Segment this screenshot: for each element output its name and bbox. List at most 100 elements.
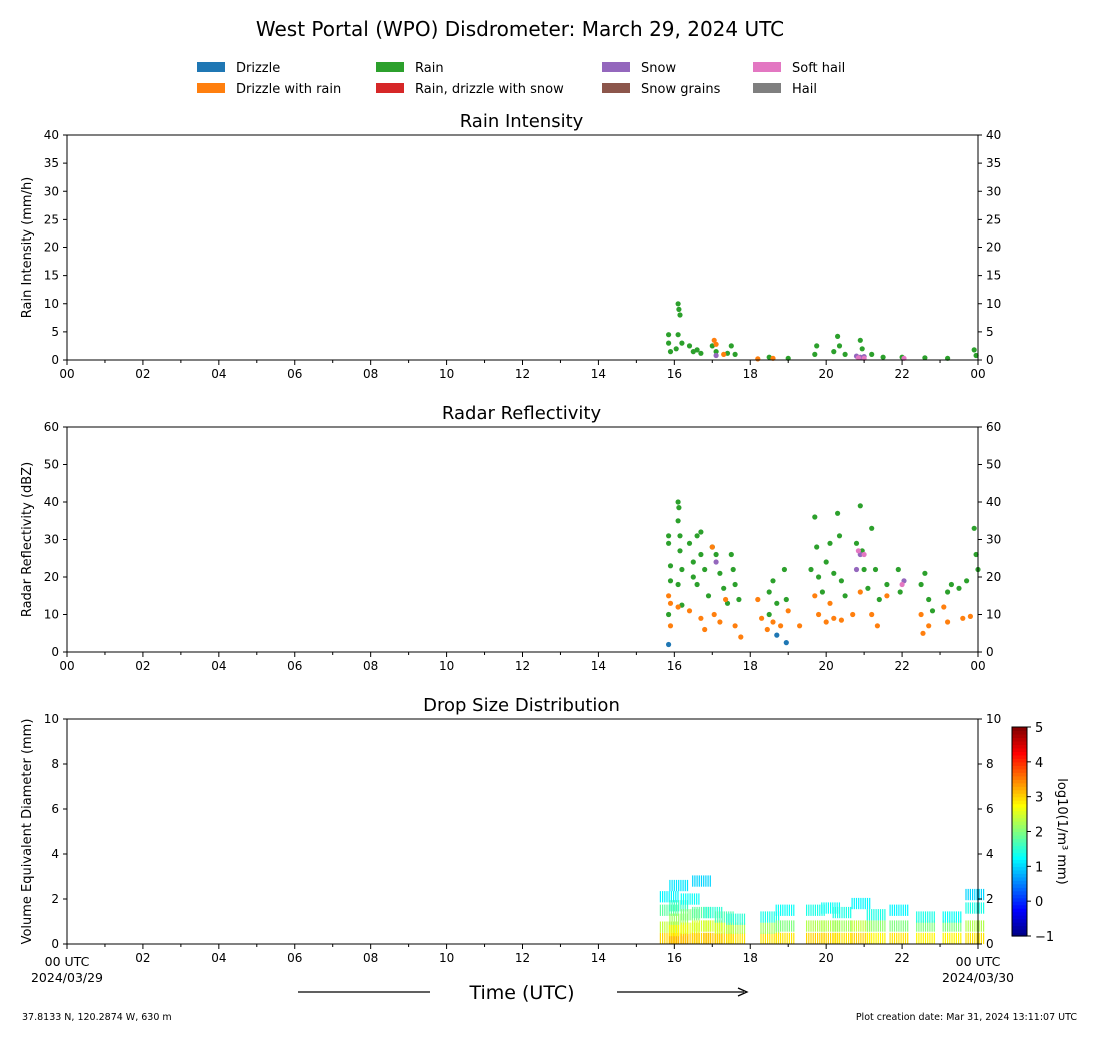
colorbar-segment xyxy=(1012,793,1027,798)
heatmap-cell xyxy=(958,911,960,923)
heatmap-cell xyxy=(875,932,877,945)
heatmap-cell xyxy=(931,932,933,945)
heatmap-cell xyxy=(762,911,764,923)
heatmap-cell xyxy=(775,920,777,932)
y-tick-label-right: 30 xyxy=(986,533,1001,547)
data-point-rain xyxy=(770,578,776,584)
data-point-rain xyxy=(823,559,829,565)
heatmap-cell xyxy=(855,897,858,910)
heatmap-cell xyxy=(896,920,898,932)
heatmap-cell xyxy=(685,909,687,921)
heatmap-cell xyxy=(920,920,922,932)
heatmap-cell xyxy=(976,932,978,945)
data-point-snow xyxy=(713,559,719,565)
heatmap-cell xyxy=(974,888,976,901)
heatmap-cell xyxy=(780,904,782,916)
heatmap-cell xyxy=(834,906,836,919)
heatmap-cell xyxy=(719,932,721,945)
heatmap-cell xyxy=(983,920,985,932)
data-point-rain xyxy=(819,589,826,595)
x-tick-label: 14 xyxy=(591,367,606,381)
heatmap-cell xyxy=(947,920,949,932)
heatmap-cell xyxy=(882,920,884,932)
heatmap-cell xyxy=(696,875,698,887)
heatmap-cell xyxy=(893,920,896,932)
heatmap-cell xyxy=(814,932,816,945)
y-tick-label-right: 50 xyxy=(986,458,1001,472)
data-point-rain xyxy=(666,340,672,346)
data-point-drizzle-with-rain xyxy=(827,600,833,606)
heatmap-cell xyxy=(851,932,853,945)
heatmap-cell xyxy=(764,922,766,934)
heatmap-cell xyxy=(821,920,823,932)
heatmap-cell xyxy=(714,911,717,923)
x-tick-label: 04 xyxy=(211,951,226,965)
heatmap-cell xyxy=(673,924,675,937)
data-point-rain xyxy=(774,600,780,606)
heatmap-cell xyxy=(834,920,836,932)
y-tick-label-right: 10 xyxy=(986,712,1001,726)
colorbar-segment xyxy=(1012,786,1027,791)
heatmap-cell xyxy=(841,906,843,919)
heatmap-cell xyxy=(709,875,711,887)
heatmap-cell xyxy=(793,920,795,932)
x-tick-label: 00 xyxy=(59,367,74,381)
data-point-rain xyxy=(831,570,837,576)
heatmap-cell xyxy=(965,888,967,901)
colorbar-tick-label: 4 xyxy=(1035,756,1043,771)
data-point-drizzle-with-rain xyxy=(838,617,845,623)
heatmap-cell xyxy=(817,920,819,932)
heatmap-cell xyxy=(891,920,893,932)
heatmap-cell xyxy=(773,911,775,923)
colorbar-segment xyxy=(1012,807,1027,812)
heatmap-cell xyxy=(767,911,769,923)
heatmap-cell xyxy=(817,932,819,945)
heatmap-cell xyxy=(955,920,957,932)
heatmap-cell xyxy=(860,897,862,910)
colorbar-segment xyxy=(1012,862,1027,867)
legend-swatch-hail xyxy=(753,83,781,93)
colorbar-segment xyxy=(1012,845,1027,850)
heatmap-cell xyxy=(875,920,877,932)
heatmap-cell xyxy=(698,906,700,919)
y-tick-label-right: 4 xyxy=(986,847,994,861)
heatmap-cell xyxy=(949,932,951,945)
heatmap-cell xyxy=(918,932,920,945)
heatmap-cell xyxy=(929,932,931,945)
heatmap-cell xyxy=(974,920,976,932)
heatmap-cell xyxy=(819,920,821,932)
data-point-soft-hail xyxy=(861,551,867,558)
data-point-rain xyxy=(853,540,860,546)
heatmap-cell xyxy=(929,911,931,923)
y-tick-label-right: 10 xyxy=(986,297,1001,311)
heatmap-cell xyxy=(685,922,687,934)
colorbar-segment xyxy=(1012,894,1027,899)
data-point-rain xyxy=(713,349,719,355)
colorbar-segment xyxy=(1012,904,1027,909)
heatmap-cell xyxy=(843,932,845,945)
data-point-rain xyxy=(694,347,700,353)
colorbar-tick-label: −1 xyxy=(1035,930,1054,945)
heatmap-cell xyxy=(825,920,827,932)
heatmap-cell xyxy=(830,902,832,914)
heatmap-cell xyxy=(689,932,691,945)
colorbar-segment xyxy=(1012,841,1027,847)
panel-radar-reflectivity: Radar Reflectivity Radar Reflectivity (dB… xyxy=(20,403,1001,673)
heatmap-cell xyxy=(965,920,967,932)
heatmap-cell xyxy=(673,932,675,945)
data-point-drizzle-with-rain xyxy=(686,608,693,614)
heatmap-cell xyxy=(739,913,741,925)
heatmap-cell xyxy=(877,932,879,945)
colorbar-segment xyxy=(1012,880,1027,885)
heatmap-cell xyxy=(972,888,974,901)
heatmap-cell xyxy=(955,932,957,945)
heatmap-cell xyxy=(680,922,682,934)
heatmap-cell xyxy=(698,875,700,887)
data-point-rain xyxy=(676,306,682,312)
heatmap-cell xyxy=(845,920,847,932)
heatmap-cell xyxy=(974,902,976,914)
data-point-drizzle-with-rain xyxy=(778,623,784,629)
heatmap-cell xyxy=(730,922,732,934)
legend-swatch-soft-hail xyxy=(753,62,781,72)
heatmap-cell xyxy=(726,922,728,934)
